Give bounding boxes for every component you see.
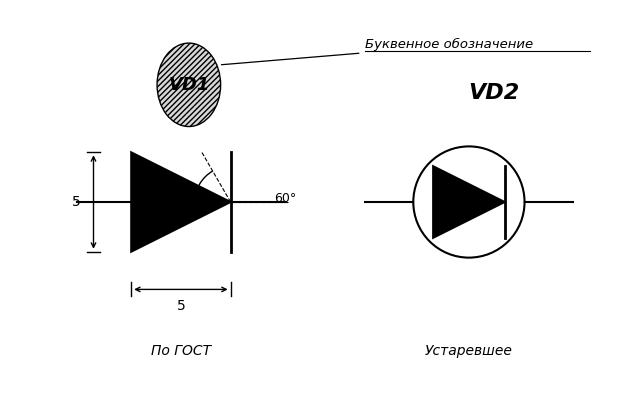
Text: По ГОСТ: По ГОСТ	[151, 344, 211, 358]
Text: Устаревшее: Устаревшее	[425, 344, 513, 358]
Polygon shape	[433, 166, 505, 238]
Polygon shape	[131, 152, 231, 252]
Text: Буквенное обозначение: Буквенное обозначение	[364, 38, 533, 51]
Text: 5: 5	[72, 195, 81, 209]
Text: 60°: 60°	[274, 192, 297, 205]
Text: VD1: VD1	[168, 76, 209, 94]
Ellipse shape	[157, 43, 221, 127]
Text: VD2: VD2	[468, 83, 520, 103]
Text: 5: 5	[176, 299, 185, 313]
